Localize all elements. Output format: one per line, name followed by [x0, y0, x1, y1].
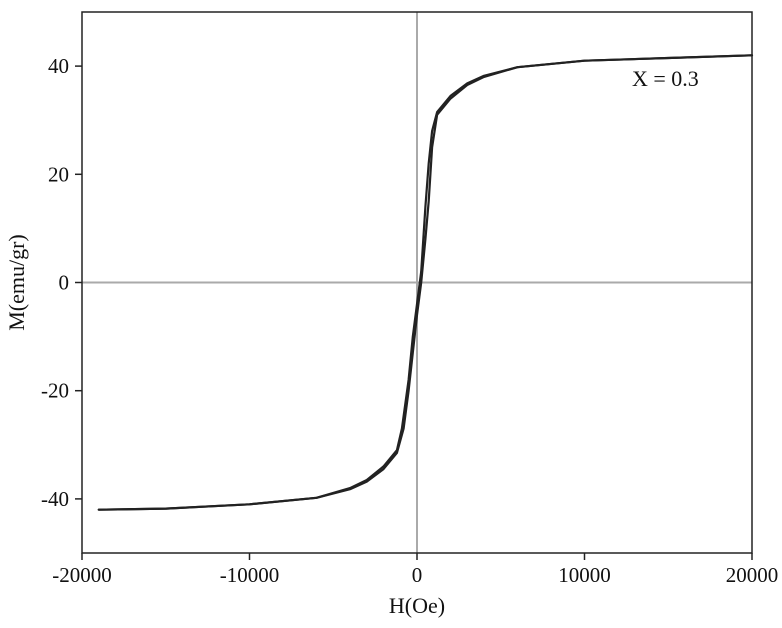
tick-labels: -20000 -10000 0 10000 20000 -40 -20 0 20 40 [41, 54, 778, 587]
y-tick-label: 20 [48, 162, 69, 186]
y-tick-label: -40 [41, 487, 69, 511]
x-tick-label: 20000 [726, 563, 779, 587]
composition-annotation: X = 0.3 [632, 66, 699, 91]
x-tick-label: -20000 [52, 563, 112, 587]
y-tick-label: 0 [59, 271, 70, 295]
y-axis-label: M(emu/gr) [4, 234, 29, 331]
x-tick-label: -10000 [220, 563, 280, 587]
zero-lines [82, 12, 752, 553]
hysteresis-curves [97, 54, 754, 511]
axis-ticks [75, 65, 753, 560]
hysteresis-branch-ascending [97, 54, 754, 511]
x-tick-label: 0 [412, 563, 423, 587]
x-tick-label: 10000 [558, 563, 611, 587]
y-tick-label: -20 [41, 379, 69, 403]
y-tick-label: 40 [48, 54, 69, 78]
x-axis-label: H(Oe) [389, 593, 445, 618]
